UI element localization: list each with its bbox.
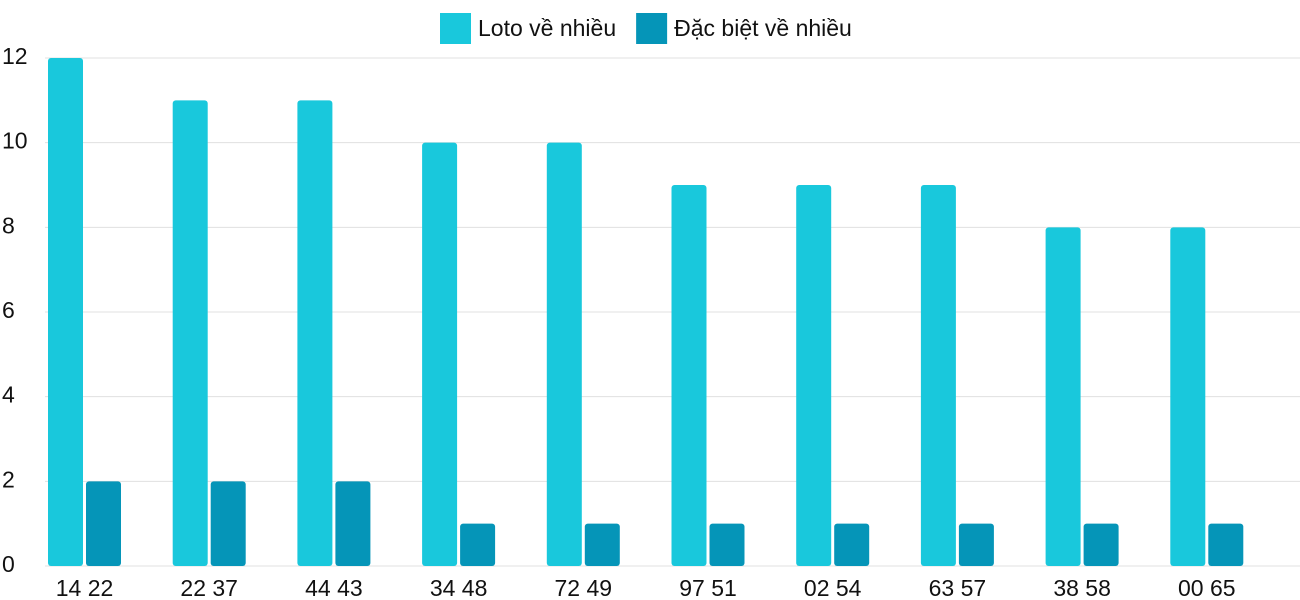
- bar: [920, 185, 956, 566]
- x-tick-label: 38 58: [1053, 575, 1111, 600]
- y-tick-label: 8: [2, 212, 15, 238]
- x-tick-label: 22 37: [180, 575, 238, 600]
- legend-swatch: [440, 13, 471, 44]
- y-tick-label: 6: [2, 297, 15, 323]
- x-tick-label: 97 51: [679, 575, 737, 600]
- bar: [48, 58, 83, 566]
- bar: [210, 481, 246, 566]
- bar: [796, 185, 832, 566]
- bar: [958, 523, 994, 566]
- legend-label: Đặc biệt về nhiều: [674, 15, 852, 41]
- bar: [584, 523, 620, 566]
- bar: [422, 142, 458, 566]
- bar: [1083, 523, 1119, 566]
- legend-label: Loto về nhiều: [478, 15, 616, 41]
- bar: [172, 100, 208, 566]
- x-tick-label: 44 43: [305, 575, 363, 600]
- bar: [546, 142, 582, 566]
- x-tick-label: 02 54: [804, 575, 862, 600]
- x-tick-label: 72 49: [555, 575, 613, 600]
- x-tick-label: 00 65: [1178, 575, 1236, 600]
- bar: [1170, 227, 1206, 567]
- x-tick-label: 34 48: [430, 575, 488, 600]
- y-tick-label: 0: [2, 551, 15, 577]
- bar: [671, 185, 707, 566]
- bar: [460, 523, 496, 566]
- y-tick-label: 12: [2, 43, 28, 69]
- bar: [1208, 523, 1244, 566]
- bar: [834, 523, 870, 566]
- bar: [86, 481, 121, 566]
- bar: [709, 523, 745, 566]
- y-tick-label: 2: [2, 466, 15, 492]
- legend-swatch: [636, 13, 668, 44]
- bar: [335, 481, 371, 566]
- x-tick-label: 14 22: [56, 575, 114, 600]
- y-tick-label: 10: [2, 128, 28, 154]
- x-tick-label: 63 57: [929, 575, 987, 600]
- bar: [297, 100, 333, 566]
- bar: [1045, 227, 1081, 567]
- y-tick-label: 4: [2, 382, 15, 408]
